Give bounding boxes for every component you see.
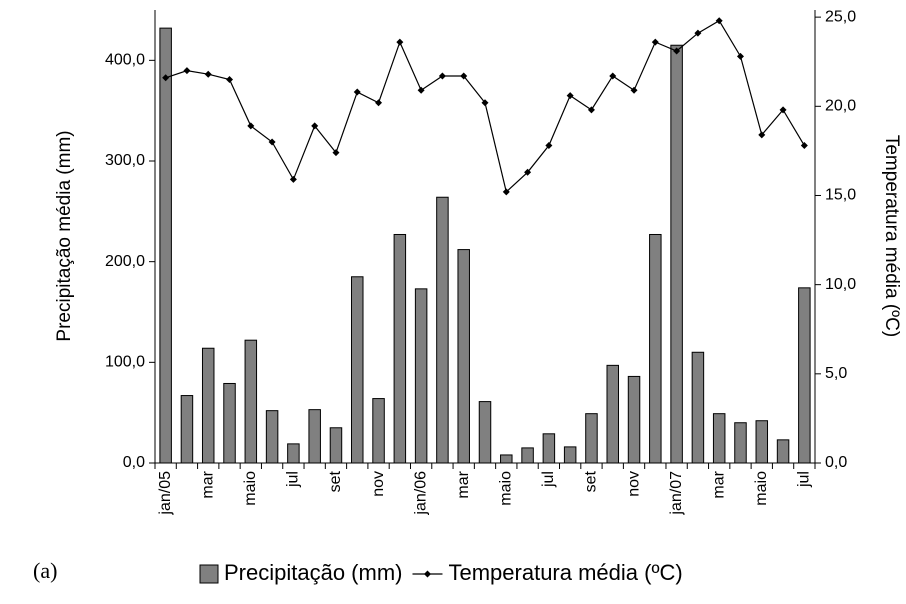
marker (715, 17, 723, 25)
marker (417, 86, 425, 94)
marker (673, 47, 681, 55)
marker (438, 72, 446, 80)
bar (712, 413, 726, 464)
bar (478, 401, 492, 464)
legend-swatch (199, 564, 219, 584)
marker (162, 74, 170, 82)
bar (457, 249, 470, 464)
marker (183, 67, 191, 75)
x-tick-label: jul (285, 471, 302, 488)
marker (524, 168, 532, 176)
marker (226, 76, 234, 84)
y-tick-label: 100,0 (105, 354, 145, 371)
bar (329, 427, 343, 464)
marker (247, 122, 255, 130)
x-tick-label: mar (455, 470, 472, 498)
bar (585, 413, 598, 464)
legend-label: Temperatura média (ºC) (448, 560, 682, 585)
marker (587, 106, 595, 114)
x-tick-label: jan/07 (668, 471, 685, 516)
x-tick-label: jan/06 (412, 471, 429, 516)
bar (393, 233, 407, 464)
y2-tick-label: 10,0 (825, 276, 856, 293)
bar (159, 27, 172, 464)
bar (521, 447, 534, 464)
bar (670, 44, 683, 464)
x-tick-label: jul (540, 471, 557, 488)
legend-label: Precipitação (mm) (224, 560, 402, 585)
marker (800, 142, 808, 150)
bar (500, 454, 513, 464)
x-tick-label: jan/05 (157, 471, 174, 516)
y2-tick-label: 0,0 (825, 454, 847, 471)
bar (436, 196, 449, 464)
marker (736, 52, 744, 60)
marker (502, 188, 510, 196)
y2-tick-label: 5,0 (825, 365, 847, 382)
line (165, 19, 805, 194)
marker (609, 72, 617, 80)
x-tick-label: set (327, 470, 344, 492)
bar (351, 276, 364, 464)
bar (223, 382, 236, 464)
bar (798, 287, 811, 464)
marker (396, 38, 404, 46)
bar (414, 288, 428, 464)
bar (627, 375, 641, 464)
y2-tick-label: 20,0 (825, 98, 856, 115)
bar (542, 433, 556, 464)
y-axis-label: Precipitação média (mm) (54, 130, 75, 341)
marker (651, 38, 659, 46)
marker (566, 92, 574, 100)
x-tick-label: maio (498, 471, 515, 506)
y2-tick-label: 15,0 (825, 187, 856, 204)
x-tick-label: maio (242, 471, 259, 506)
x-tick-label: mar (199, 470, 216, 498)
bar (265, 410, 279, 464)
bar (691, 351, 705, 464)
marker (779, 106, 787, 114)
y2-axis-label: Temperatura média (ºC) (881, 135, 902, 337)
bar (180, 395, 194, 464)
y2-tick-label: 25,0 (825, 8, 856, 25)
marker (545, 142, 553, 150)
y-tick-label: 400,0 (105, 52, 145, 69)
bar (776, 439, 790, 464)
bar (201, 347, 215, 464)
x-tick-label: nov (625, 471, 642, 497)
marker (758, 131, 766, 139)
marker (268, 138, 276, 146)
marker (332, 149, 340, 157)
marker (694, 29, 702, 37)
marker (289, 175, 297, 183)
marker (460, 72, 468, 80)
y-tick-label: 300,0 (105, 152, 145, 169)
x-tick-label: maio (753, 471, 770, 506)
x-tick-label: jul (796, 471, 813, 488)
marker (353, 88, 361, 96)
bar (308, 409, 321, 464)
bar (734, 422, 747, 464)
x-tick-label: set (583, 470, 600, 492)
x-tick-label: mar (710, 470, 727, 498)
y-tick-label: 200,0 (105, 253, 145, 270)
bar (563, 446, 577, 464)
x-tick-label: nov (370, 471, 387, 497)
marker (204, 70, 212, 78)
annotation: (a) (33, 558, 57, 583)
bar (649, 233, 662, 464)
y-tick-label: 0,0 (123, 454, 145, 471)
bar (244, 339, 258, 464)
marker (375, 99, 383, 107)
bar (606, 364, 619, 464)
marker (630, 86, 638, 94)
bar (287, 443, 300, 464)
legend-marker (423, 570, 431, 578)
marker (311, 122, 319, 130)
bar (372, 398, 385, 464)
bar (755, 420, 769, 464)
marker (481, 99, 489, 107)
